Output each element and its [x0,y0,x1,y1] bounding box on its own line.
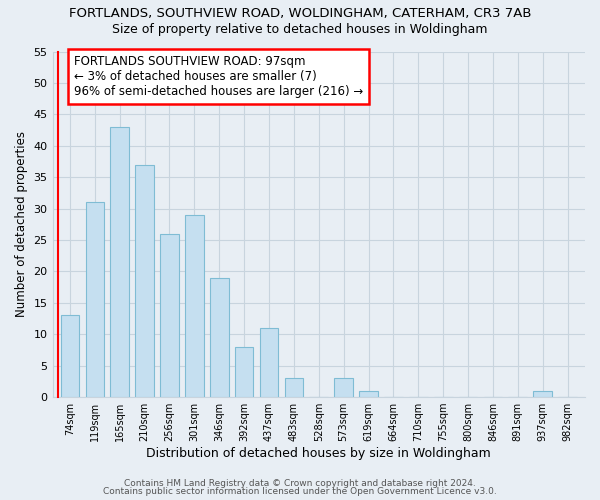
Y-axis label: Number of detached properties: Number of detached properties [15,132,28,318]
Bar [185,215,203,397]
Text: Contains public sector information licensed under the Open Government Licence v3: Contains public sector information licen… [103,487,497,496]
Bar [284,378,303,397]
Bar [210,278,229,397]
Bar [533,391,552,397]
Bar [86,202,104,397]
Text: FORTLANDS SOUTHVIEW ROAD: 97sqm
← 3% of detached houses are smaller (7)
96% of s: FORTLANDS SOUTHVIEW ROAD: 97sqm ← 3% of … [74,55,363,98]
Text: Size of property relative to detached houses in Woldingham: Size of property relative to detached ho… [112,22,488,36]
Bar [135,164,154,397]
Bar [334,378,353,397]
X-axis label: Distribution of detached houses by size in Woldingham: Distribution of detached houses by size … [146,447,491,460]
Bar [110,127,129,397]
Text: Contains HM Land Registry data © Crown copyright and database right 2024.: Contains HM Land Registry data © Crown c… [124,478,476,488]
Bar [160,234,179,397]
Bar [260,328,278,397]
Bar [359,391,378,397]
Bar [61,316,79,397]
Bar [235,347,253,397]
Text: FORTLANDS, SOUTHVIEW ROAD, WOLDINGHAM, CATERHAM, CR3 7AB: FORTLANDS, SOUTHVIEW ROAD, WOLDINGHAM, C… [69,8,531,20]
